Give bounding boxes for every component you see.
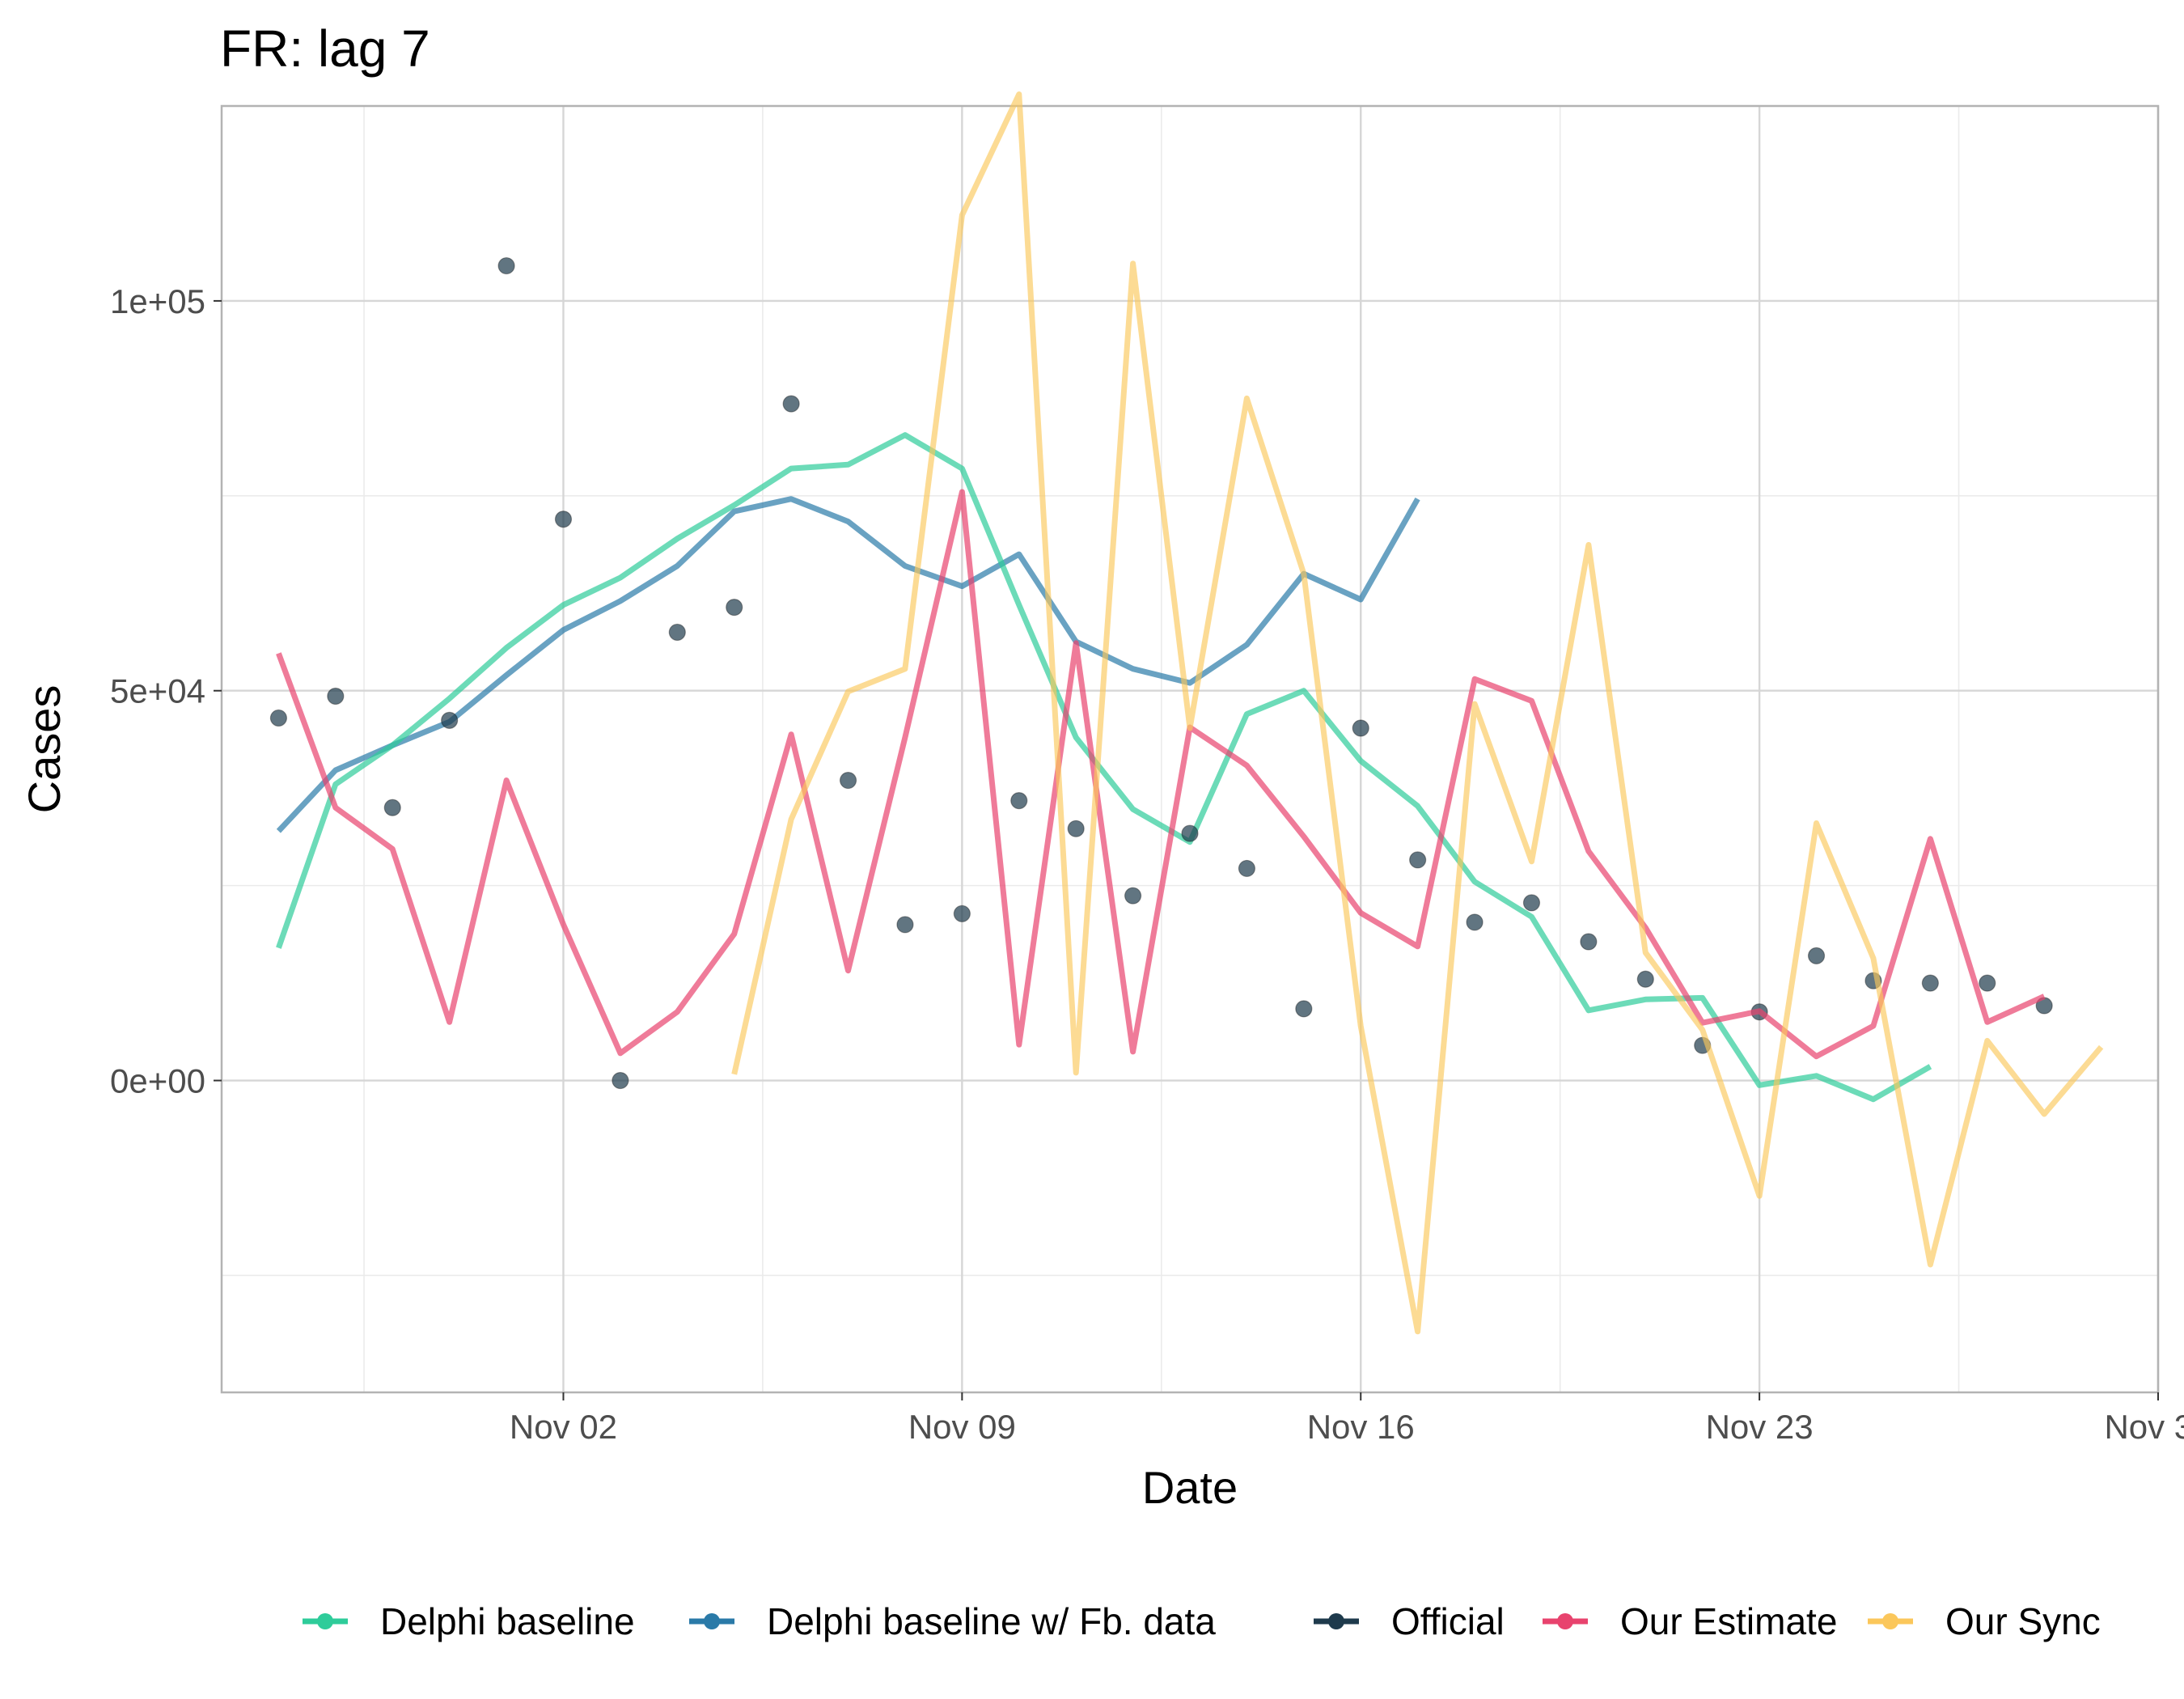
data-point (782, 395, 800, 413)
legend-key-point (1328, 1613, 1344, 1629)
data-point (1979, 974, 1996, 992)
legend-item-our-sync: Our Sync (1868, 1600, 2101, 1642)
data-point (1580, 933, 1598, 951)
y-tick-label: 0e+00 (110, 1062, 205, 1100)
series-official (269, 256, 2053, 1090)
series-line (731, 91, 2104, 1335)
legend-label: Our Estimate (1620, 1600, 1837, 1642)
data-point (1921, 974, 1939, 992)
data-point (1352, 719, 1369, 737)
minor-gridlines (222, 106, 2158, 1392)
y-axis-ticks: 0e+00 5e+04 1e+05 (110, 282, 222, 1100)
y-axis-title: Cases (19, 685, 70, 814)
x-tick-label: Nov 09 (908, 1408, 1016, 1446)
data-point (327, 687, 345, 705)
data-point (1181, 824, 1199, 842)
legend-key-point (704, 1613, 720, 1629)
legend-item-delphi-baseline-w-fb-data: Delphi baseline w/ Fb. data (689, 1600, 1216, 1642)
data-point (441, 711, 459, 729)
series-line (276, 489, 2046, 1060)
data-point (1522, 894, 1541, 912)
data-point (1124, 887, 1142, 905)
series-line (276, 432, 1932, 1103)
data-point (1409, 851, 1427, 869)
data-point (1238, 859, 1256, 878)
legend-label: Our Sync (1945, 1600, 2101, 1642)
legend: Delphi baseline Delphi baseline w/ Fb. da… (303, 1600, 2101, 1642)
legend-key-point (1557, 1613, 1573, 1629)
series-our-estimate (276, 489, 2046, 1060)
legend-label: Official (1391, 1600, 1505, 1642)
legend-label: Delphi baseline w/ Fb. data (767, 1600, 1216, 1642)
data-point (1010, 791, 1028, 810)
x-axis-title: Date (1142, 1462, 1238, 1513)
data-point (1636, 970, 1654, 988)
data-point (953, 905, 971, 922)
data-point (269, 709, 288, 727)
x-tick-label: Nov 02 (510, 1408, 617, 1446)
data-point (1807, 947, 1826, 964)
legend-key-point (1882, 1613, 1898, 1629)
series-delphi-baseline (276, 432, 1932, 1103)
series-line (276, 496, 1420, 833)
data-point (1295, 1000, 1313, 1018)
legend-item-our-estimate: Our Estimate (1543, 1600, 1837, 1642)
y-tick-label: 1e+05 (110, 282, 205, 320)
x-tick-label: Nov 30 (2104, 1408, 2184, 1446)
y-tick-label: 5e+04 (110, 672, 205, 710)
data-point (726, 599, 743, 616)
data-point (1466, 913, 1484, 931)
data-point (383, 799, 401, 816)
legend-item-delphi-baseline: Delphi baseline (303, 1600, 635, 1642)
legend-key-point (317, 1613, 333, 1629)
legend-item-official: Official (1314, 1600, 1505, 1642)
series-delphi-baseline-w-fb-data (276, 496, 1420, 833)
data-point (896, 916, 914, 934)
series-our-sync (731, 91, 2104, 1335)
data-point (497, 256, 515, 275)
legend-label: Delphi baseline (380, 1600, 635, 1642)
series-layer (269, 91, 2104, 1335)
plot-panel-border (220, 104, 2160, 1394)
data-point (612, 1071, 629, 1090)
major-gridlines (222, 106, 2160, 1392)
x-tick-label: Nov 16 (1307, 1408, 1415, 1446)
x-axis-ticks: Nov 02 Nov 09 Nov 16 Nov 23 Nov 30 (510, 1392, 2184, 1446)
data-point (839, 771, 857, 790)
chart-title: FR: lag 7 (220, 19, 430, 78)
data-point (668, 623, 686, 642)
x-tick-label: Nov 23 (1706, 1408, 1814, 1446)
data-point (554, 511, 573, 528)
data-point (1067, 820, 1085, 837)
